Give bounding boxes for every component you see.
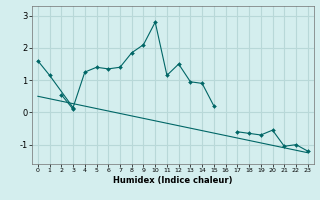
X-axis label: Humidex (Indice chaleur): Humidex (Indice chaleur) [113, 176, 233, 185]
